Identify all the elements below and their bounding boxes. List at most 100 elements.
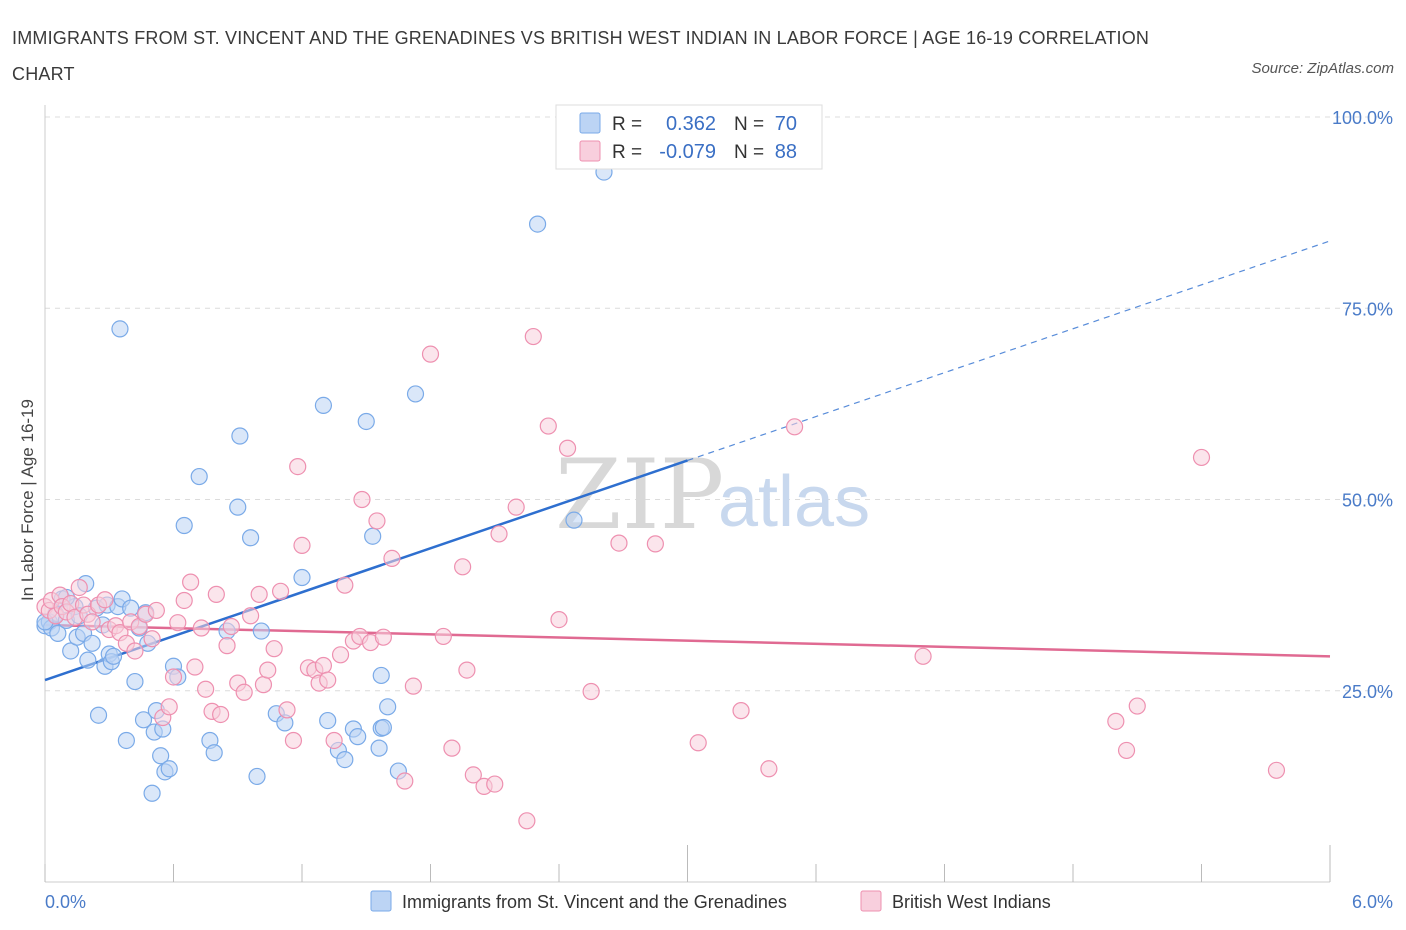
data-point-pink	[143, 630, 161, 648]
data-point-pink	[458, 661, 476, 679]
data-point-pink	[314, 656, 333, 675]
series-legend-swatch-blue	[370, 890, 392, 912]
data-point-blue	[357, 412, 375, 431]
data-point-pink	[353, 490, 371, 509]
y-tick-label: 25.0%	[1342, 682, 1393, 702]
data-point-pink	[404, 677, 422, 695]
chart-title: IMMIGRANTS FROM ST. VINCENT AND THE GREN…	[12, 28, 1150, 84]
data-point-blue	[205, 744, 223, 762]
data-point-pink	[325, 731, 343, 750]
correlation-legend: R = 0.362 N = 70 R = -0.079 N = 88	[555, 104, 823, 170]
data-point-pink	[1128, 697, 1146, 715]
data-point-pink	[218, 637, 236, 655]
data-point-pink	[434, 627, 452, 646]
data-point-pink	[374, 628, 392, 646]
data-point-pink	[212, 705, 230, 724]
data-point-pink	[760, 760, 778, 778]
data-point-pink	[265, 640, 283, 658]
data-point-blue	[111, 320, 129, 338]
data-point-blue	[372, 666, 390, 685]
data-point-blue	[126, 672, 144, 691]
data-point-pink	[732, 702, 750, 720]
y-tick-labels: 25.0% 50.0% 75.0% 100.0%	[1332, 108, 1393, 702]
data-point-pink	[278, 701, 296, 719]
data-point-blue	[293, 568, 311, 587]
data-point-pink	[96, 591, 114, 609]
data-point-blue	[528, 215, 547, 233]
data-point-pink	[293, 536, 311, 555]
legend-blue-n-label: N =	[734, 114, 764, 135]
data-point-pink	[289, 458, 307, 476]
data-point-blue	[406, 385, 425, 403]
legend-blue-r-label: R =	[612, 114, 642, 135]
series-legend: Immigrants from St. Vincent and the Gren…	[370, 890, 1051, 912]
data-point-pink	[70, 578, 88, 597]
data-point-pink	[550, 611, 568, 629]
data-point-pink	[254, 676, 273, 694]
data-point-pink	[259, 661, 277, 679]
data-point-pink	[1192, 448, 1211, 467]
x-tick-label: 0.0%	[45, 892, 86, 912]
data-point-blue	[190, 467, 208, 486]
data-point-blue	[117, 731, 135, 750]
legend-pink-r-label: R =	[612, 142, 642, 163]
legend-pink-n-label: N =	[734, 142, 764, 163]
data-point-pink	[186, 658, 204, 676]
data-point-pink	[464, 766, 482, 784]
trend-line-blue-extrapolated	[687, 240, 1331, 462]
y-tick-label: 100.0%	[1332, 108, 1393, 128]
series-legend-swatch-pink	[860, 890, 882, 912]
data-point-pink	[1117, 741, 1136, 760]
x-tick-labels: 0.0% 6.0%	[45, 892, 1393, 912]
data-point-pink	[175, 591, 193, 610]
data-point-blue	[83, 634, 101, 652]
data-point-pink	[524, 327, 542, 346]
data-point-blue	[152, 747, 170, 765]
data-point-blue	[319, 711, 337, 730]
data-point-pink	[443, 739, 461, 757]
data-point-pink	[192, 619, 210, 637]
data-point-pink	[610, 534, 628, 552]
data-point-blue	[374, 718, 392, 737]
data-point-pink	[486, 775, 504, 793]
watermark: ZIP atlas	[555, 439, 870, 551]
data-point-pink	[421, 345, 440, 363]
data-point-blue	[175, 516, 193, 535]
legend-pink-n-value: 88	[775, 141, 797, 163]
data-point-pink	[558, 439, 577, 457]
data-point-pink	[164, 668, 183, 686]
y-tick-label: 50.0%	[1342, 491, 1393, 511]
data-point-pink	[396, 772, 414, 790]
data-point-blue	[242, 529, 260, 547]
source-label: Source: ZipAtlas.com	[1251, 60, 1394, 77]
data-point-blue	[231, 427, 249, 445]
data-point-blue	[79, 651, 97, 669]
data-point-pink	[242, 607, 260, 625]
data-point-blue	[565, 511, 583, 529]
data-points	[36, 163, 1286, 830]
data-point-pink	[126, 642, 144, 660]
data-point-pink	[1267, 761, 1286, 779]
legend-swatch-blue	[579, 112, 601, 134]
data-point-blue	[364, 527, 382, 545]
data-point-pink	[539, 417, 557, 435]
data-point-pink	[235, 683, 253, 701]
data-point-pink	[490, 525, 508, 543]
data-point-blue	[252, 622, 270, 640]
data-point-pink	[383, 549, 401, 568]
data-point-blue	[89, 706, 108, 724]
data-point-blue	[49, 624, 67, 642]
watermark-zip: ZIP	[555, 439, 724, 551]
data-point-pink	[169, 614, 187, 632]
data-point-pink	[336, 576, 354, 594]
legend-pink-r-value: -0.079	[659, 141, 716, 163]
data-point-pink	[250, 585, 268, 603]
data-point-blue	[62, 642, 80, 660]
series-legend-label-blue: Immigrants from St. Vincent and the Gren…	[402, 892, 787, 912]
data-point-pink	[207, 585, 225, 603]
data-point-pink	[582, 682, 600, 701]
data-point-pink	[182, 573, 200, 591]
data-point-blue	[104, 647, 123, 665]
data-point-blue	[336, 750, 354, 769]
